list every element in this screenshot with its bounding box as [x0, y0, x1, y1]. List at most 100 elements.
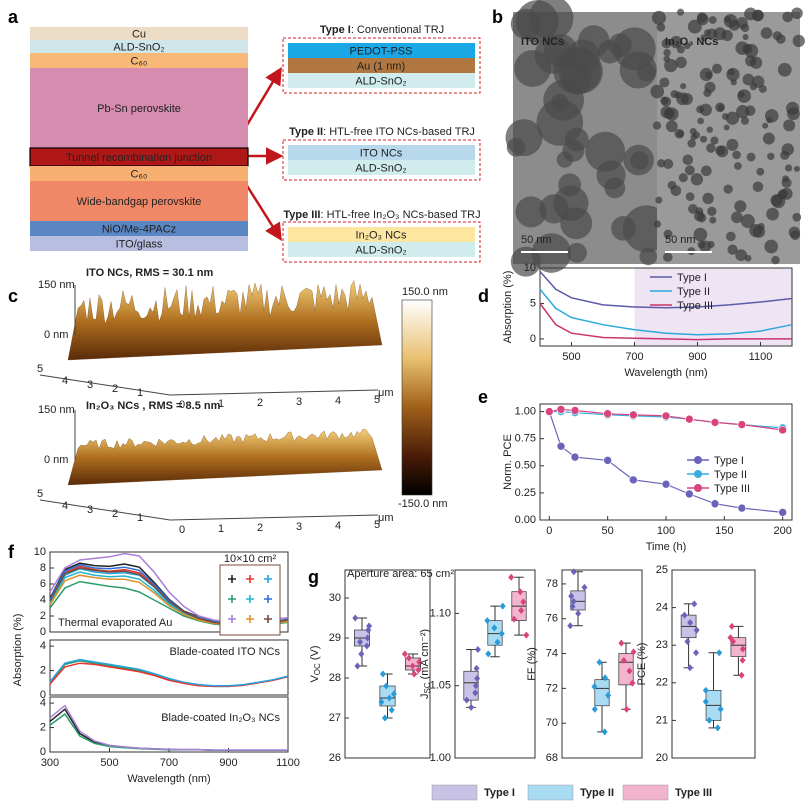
point	[523, 631, 530, 639]
marker	[570, 406, 580, 415]
point	[702, 698, 709, 706]
point	[686, 664, 693, 672]
point	[620, 657, 627, 665]
nanocrystal	[726, 231, 736, 242]
nanocrystal	[685, 192, 695, 201]
y-axis-label-part: OC	[313, 663, 322, 675]
marker	[778, 508, 787, 517]
marker	[570, 452, 580, 462]
legend-swatch	[527, 784, 574, 801]
legend-marker	[694, 484, 702, 492]
marker	[710, 499, 720, 509]
point	[714, 724, 721, 732]
nanocrystal	[706, 143, 716, 153]
nanocrystal	[682, 154, 694, 166]
point	[739, 656, 746, 664]
nanocrystal	[708, 16, 717, 24]
layer-label: Cu	[132, 28, 146, 40]
point	[693, 649, 700, 657]
y-axis-label: Absorption (%)	[12, 614, 24, 687]
nanocrystal	[746, 152, 756, 162]
y-tick-label: 76	[546, 613, 558, 625]
nanocrystal	[515, 196, 547, 228]
nanocrystal	[653, 220, 662, 228]
trj-layer	[288, 145, 475, 160]
y-axis-label-part: V	[309, 675, 321, 683]
y-axis-label-part: (V)	[309, 645, 321, 663]
nanocrystal	[711, 63, 722, 74]
nanocrystal	[736, 17, 748, 29]
panel-label: b	[492, 7, 503, 27]
series-line	[539, 271, 793, 309]
nanocrystal	[725, 111, 740, 125]
y-tick-label: 2	[40, 721, 46, 733]
point	[618, 639, 625, 647]
x-tick-label: 900	[219, 757, 237, 769]
nanocrystal	[655, 196, 663, 204]
x-axis-label: Wavelength (nm)	[624, 367, 707, 379]
marker	[685, 489, 694, 499]
legend-marker	[228, 595, 236, 603]
point	[630, 648, 637, 656]
series-line	[49, 658, 289, 687]
nanocrystal	[674, 128, 685, 139]
series-line	[49, 704, 288, 751]
point	[729, 637, 736, 645]
nanocrystal	[766, 116, 773, 124]
point	[416, 658, 423, 666]
trj-layer	[288, 160, 475, 175]
nanocrystal	[745, 55, 757, 67]
nanocrystal	[652, 10, 667, 25]
point	[601, 728, 608, 736]
nanocrystal	[752, 181, 764, 193]
plot-frame	[454, 569, 536, 759]
x-tick-label: 200	[773, 525, 791, 537]
x-tick-label: 700	[160, 757, 178, 769]
point	[365, 626, 372, 634]
y-tick-label: 10	[34, 546, 46, 558]
plot-frame	[539, 403, 793, 521]
point	[569, 603, 576, 611]
nanocrystal	[791, 7, 803, 20]
y-tick-label: 0.00	[515, 514, 536, 526]
point	[681, 611, 688, 619]
nanocrystal	[793, 165, 800, 172]
nanocrystal	[709, 216, 717, 224]
layer	[30, 221, 248, 236]
legend-label: Type III	[677, 300, 713, 312]
nanocrystal	[650, 84, 665, 99]
nanocrystal	[697, 240, 706, 249]
afm-tick: 4	[335, 395, 341, 407]
nanocrystal	[792, 34, 805, 48]
point	[570, 597, 577, 605]
y-tick-label: 8	[40, 562, 46, 574]
annotation: Aperture area: 65 cm²	[347, 568, 454, 580]
legend-label: Type II	[580, 787, 614, 799]
trj-layer-label: ITO NCs	[360, 147, 403, 159]
marker	[661, 479, 671, 489]
point	[474, 674, 481, 682]
marker	[629, 475, 638, 485]
point	[357, 638, 364, 646]
nanocrystal	[663, 48, 671, 57]
point	[405, 654, 412, 662]
nanocrystal	[710, 136, 719, 145]
nanocrystal	[660, 106, 673, 119]
afm-unit: μm	[378, 512, 394, 524]
nanocrystal	[742, 43, 753, 54]
y-axis-label-part: J	[419, 694, 431, 700]
nanocrystal	[783, 119, 796, 132]
annotation: Thermal evaporated Au	[58, 617, 172, 629]
afm-tick: 0	[179, 399, 185, 411]
nanocrystal	[536, 99, 584, 146]
nanocrystal	[723, 184, 733, 194]
colorbar	[401, 299, 433, 496]
point	[383, 682, 390, 690]
nanocrystal	[678, 173, 688, 183]
y-tick-label: 0.50	[515, 460, 536, 472]
nanocrystal	[604, 177, 626, 199]
layer-label: C₆₀	[131, 55, 148, 67]
point	[702, 686, 709, 694]
point	[388, 706, 395, 714]
y-tick-label: 68	[546, 752, 558, 764]
